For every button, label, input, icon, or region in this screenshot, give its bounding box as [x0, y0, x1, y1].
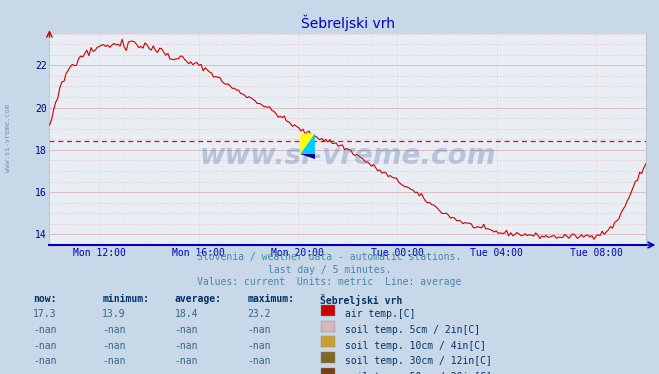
Text: -nan: -nan — [247, 325, 271, 335]
Text: www.si-vreme.com: www.si-vreme.com — [200, 142, 496, 170]
Text: -nan: -nan — [175, 325, 198, 335]
Text: -nan: -nan — [247, 341, 271, 351]
Text: average:: average: — [175, 294, 221, 304]
Text: soil temp. 10cm / 4in[C]: soil temp. 10cm / 4in[C] — [345, 341, 486, 351]
Text: -nan: -nan — [33, 325, 57, 335]
Text: -nan: -nan — [247, 372, 271, 374]
Text: air temp.[C]: air temp.[C] — [345, 309, 415, 319]
Text: soil temp. 30cm / 12in[C]: soil temp. 30cm / 12in[C] — [345, 356, 492, 367]
Text: 23.2: 23.2 — [247, 309, 271, 319]
Title: Šebreljski vrh: Šebreljski vrh — [301, 15, 395, 31]
Text: soil temp. 50cm / 20in[C]: soil temp. 50cm / 20in[C] — [345, 372, 492, 374]
Text: 18.4: 18.4 — [175, 309, 198, 319]
Text: -nan: -nan — [33, 341, 57, 351]
Text: Values: current  Units: metric  Line: average: Values: current Units: metric Line: aver… — [197, 277, 462, 287]
Text: -nan: -nan — [33, 356, 57, 367]
Text: -nan: -nan — [102, 325, 126, 335]
Text: -nan: -nan — [33, 372, 57, 374]
Text: -nan: -nan — [175, 341, 198, 351]
Text: maximum:: maximum: — [247, 294, 294, 304]
Text: -nan: -nan — [102, 372, 126, 374]
Text: -nan: -nan — [175, 372, 198, 374]
Text: -nan: -nan — [247, 356, 271, 367]
Text: 17.3: 17.3 — [33, 309, 57, 319]
Text: soil temp. 5cm / 2in[C]: soil temp. 5cm / 2in[C] — [345, 325, 480, 335]
Text: www.si-vreme.com: www.si-vreme.com — [5, 104, 11, 172]
Text: Šebreljski vrh: Šebreljski vrh — [320, 294, 402, 306]
Text: 13.9: 13.9 — [102, 309, 126, 319]
Text: last day / 5 minutes.: last day / 5 minutes. — [268, 265, 391, 275]
Text: -nan: -nan — [175, 356, 198, 367]
Text: now:: now: — [33, 294, 57, 304]
Text: -nan: -nan — [102, 341, 126, 351]
Text: minimum:: minimum: — [102, 294, 149, 304]
Text: Slovenia / weather data - automatic stations.: Slovenia / weather data - automatic stat… — [197, 252, 462, 263]
Text: -nan: -nan — [102, 356, 126, 367]
